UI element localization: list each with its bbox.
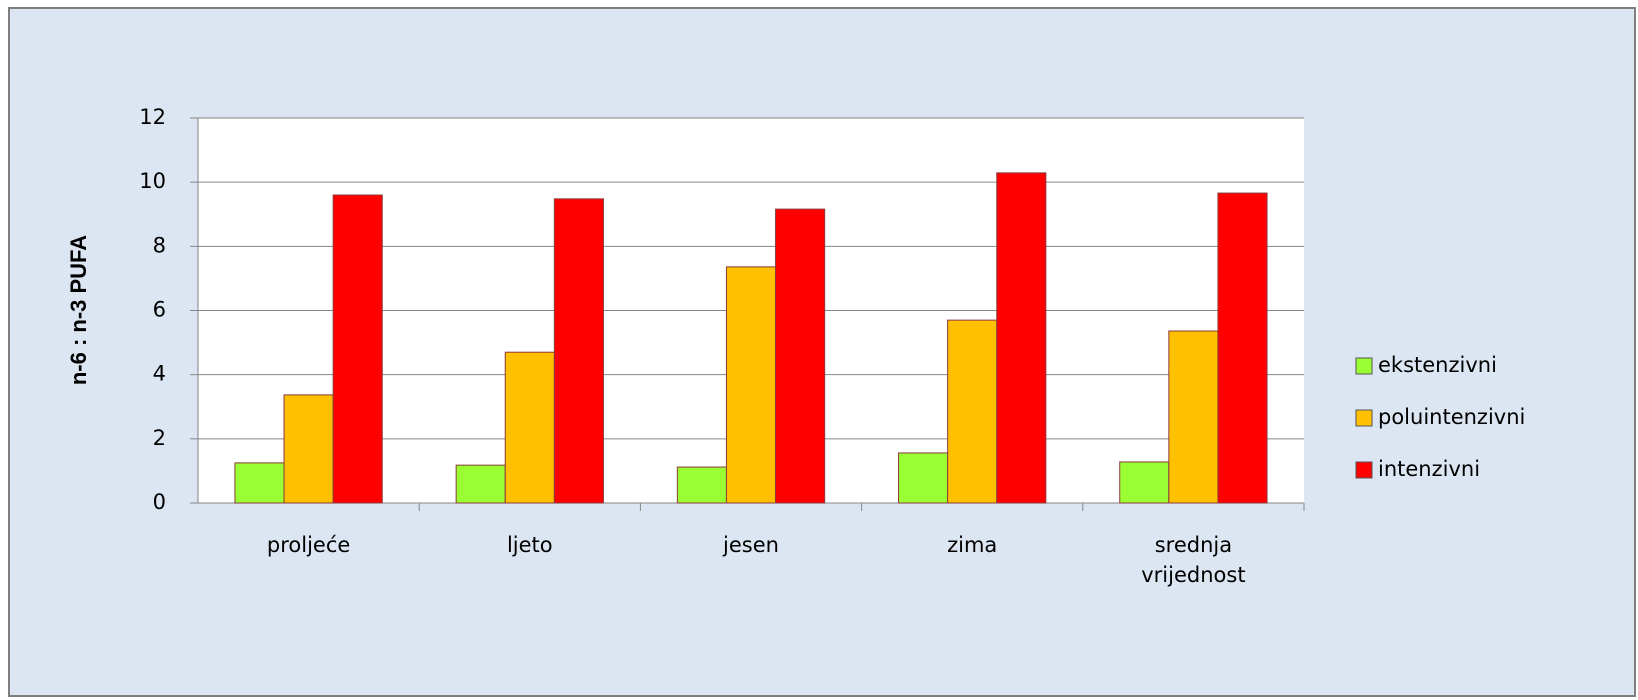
x-tick-label-text: jesen <box>722 533 779 557</box>
legend-swatch <box>1355 409 1373 427</box>
legend-label: intenzivni <box>1378 457 1480 481</box>
y-tick-label: 6 <box>153 298 166 322</box>
bar <box>455 464 506 504</box>
y-tick-label: 8 <box>153 233 166 257</box>
y-tick-label: 4 <box>153 362 166 386</box>
x-tick-label: ljeto <box>507 533 553 557</box>
bar <box>725 266 777 504</box>
x-tick-label: proljeće <box>267 533 350 557</box>
legend-label: ekstenzivni <box>1378 353 1497 377</box>
y-axis-title: n-6 : n-3 PUFA <box>66 235 91 385</box>
bar <box>283 394 334 504</box>
bar <box>234 462 285 504</box>
bar <box>996 172 1047 504</box>
x-tick-label-text: ljeto <box>507 533 553 557</box>
bar <box>1168 330 1219 504</box>
x-tick-label: zima <box>947 533 997 557</box>
bar <box>504 351 555 504</box>
x-tick-label: srednja vrijednost <box>1141 533 1245 587</box>
bar <box>1119 461 1170 504</box>
y-tick-label: 12 <box>139 105 166 129</box>
bar <box>676 466 727 504</box>
y-tick-label: 0 <box>153 490 166 514</box>
legend-swatch <box>1355 461 1373 479</box>
x-tick-label: jesen <box>722 533 779 557</box>
bar <box>775 208 826 504</box>
legend-label: poluintenzivni <box>1378 405 1525 429</box>
x-tick-label-text: srednja vrijednost <box>1141 533 1245 587</box>
x-tick-label-text: proljeće <box>267 533 350 557</box>
x-tick-label-text: zima <box>947 533 997 557</box>
bar <box>898 452 949 504</box>
bar <box>947 319 998 504</box>
y-tick-label: 10 <box>139 169 166 193</box>
bar <box>332 194 383 504</box>
y-tick-label: 2 <box>153 426 166 450</box>
legend-swatch <box>1355 357 1373 375</box>
bar <box>1217 192 1268 504</box>
bar <box>553 198 604 504</box>
